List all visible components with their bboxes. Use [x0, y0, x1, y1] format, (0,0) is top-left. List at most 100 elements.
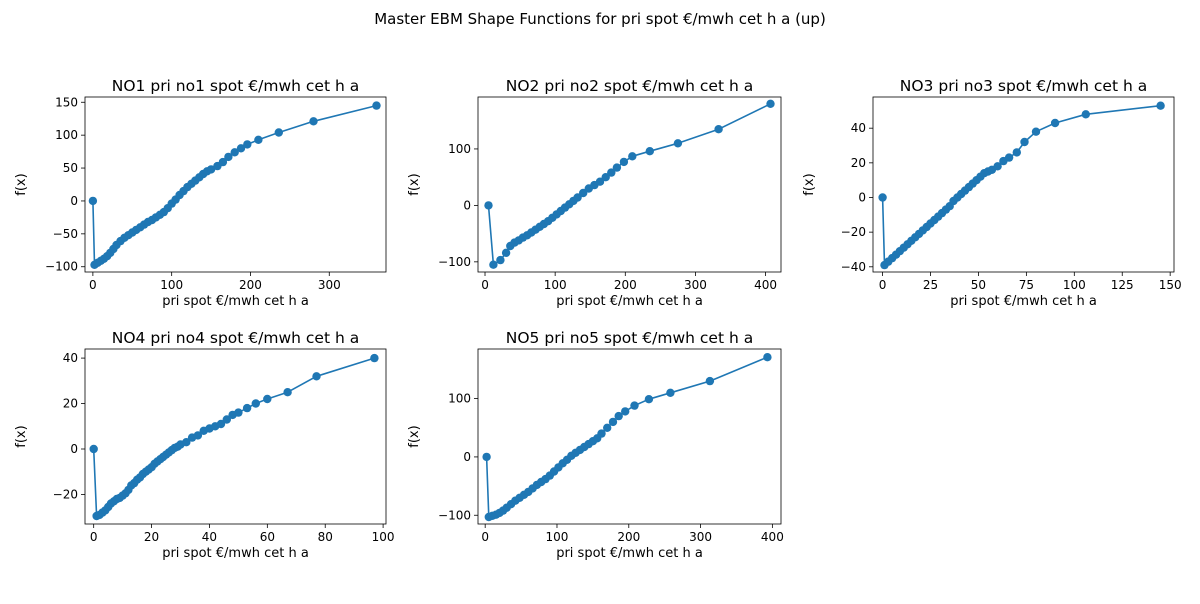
- data-point: [484, 201, 493, 210]
- data-point: [309, 117, 318, 126]
- axes-frame: [84, 348, 387, 525]
- data-point: [621, 407, 630, 416]
- data-point: [1156, 101, 1165, 110]
- data-point: [573, 193, 582, 202]
- x-axis-label: pri spot €/mwh cet h a: [162, 546, 309, 561]
- data-point: [1050, 118, 1060, 128]
- data-point: [612, 163, 622, 172]
- x-axis-label: pri spot €/mwh cet h a: [950, 294, 1097, 309]
- data-point: [608, 417, 618, 427]
- y-tick-label: 50: [63, 161, 78, 175]
- x-tick-label: 20: [144, 530, 159, 544]
- axes-frame: [477, 96, 782, 273]
- y-tick-label: 150: [55, 95, 78, 109]
- data-point: [312, 372, 321, 381]
- data-point: [714, 125, 723, 134]
- data-point: [614, 411, 623, 421]
- data-point: [274, 128, 283, 137]
- x-tick-label: 75: [1019, 278, 1034, 292]
- y-tick-label: −50: [53, 227, 78, 241]
- data-point: [370, 353, 379, 363]
- x-tick-label: 0: [90, 530, 98, 544]
- x-tick-label: 150: [1159, 278, 1182, 292]
- data-point: [628, 152, 637, 161]
- y-tick-label: −100: [45, 260, 78, 274]
- x-axis-label: pri spot €/mwh cet h a: [556, 294, 703, 309]
- y-tick-label: 0: [858, 190, 866, 204]
- data-point: [193, 431, 203, 440]
- subplot-title: NO2 pri no2 spot €/mwh cet h a: [506, 77, 753, 95]
- data-point: [496, 255, 505, 265]
- y-tick-label: −100: [438, 255, 471, 269]
- data-point: [607, 168, 616, 177]
- figure-suptitle: Master EBM Shape Functions for pri spot …: [374, 10, 826, 28]
- x-tick-label: 80: [318, 530, 333, 544]
- y-tick-label: −40: [841, 260, 866, 274]
- x-tick-label: 200: [617, 530, 640, 544]
- data-point: [597, 429, 606, 438]
- data-point: [372, 101, 381, 110]
- data-point: [595, 177, 605, 186]
- x-tick-label: 25: [923, 278, 938, 292]
- data-point: [705, 376, 715, 386]
- data-point: [1081, 110, 1091, 119]
- x-tick-label: 400: [754, 278, 777, 292]
- data-point: [673, 139, 683, 148]
- subplot-4: 0 20 40 60 80 100 −20 0 20 40 NO4 pri no4 spot €/m…: [14, 329, 395, 561]
- y-tick-label: 0: [70, 194, 78, 208]
- axes-frame: [84, 96, 387, 273]
- data-point: [630, 401, 639, 410]
- subplot-3: 0 25 50 75 100 125 150 −40 −20 0 20 40 NO3 pri no3 s…: [802, 77, 1182, 309]
- data-point: [216, 419, 226, 429]
- x-tick-label: 0: [89, 278, 97, 292]
- data-point: [489, 260, 498, 269]
- y-tick-label: 100: [55, 128, 78, 142]
- data-point: [993, 162, 1002, 171]
- subplot-1: 0 100 200 300 −100 −50 0 50 100 150 NO1 pri no1 sp…: [14, 77, 387, 309]
- y-axis-label: f(x): [407, 173, 422, 195]
- data-point: [645, 147, 654, 156]
- y-axis-label: f(x): [407, 425, 422, 447]
- data-point: [666, 388, 675, 397]
- data-point: [230, 148, 239, 157]
- data-point: [263, 394, 272, 404]
- data-point: [763, 353, 772, 362]
- data-point: [1020, 137, 1029, 147]
- y-tick-label: 20: [63, 397, 78, 411]
- data-point: [254, 135, 263, 144]
- data-point: [501, 248, 511, 257]
- y-tick-label: −20: [841, 225, 866, 239]
- x-tick-label: 300: [684, 278, 707, 292]
- series-line: [881, 104, 1161, 266]
- x-tick-label: 400: [761, 530, 784, 544]
- y-axis-label: f(x): [802, 173, 817, 195]
- x-tick-label: 300: [689, 530, 712, 544]
- subplot-2: 0 100 200 300 400 −100 0 100 NO2 pri no2 spot €/…: [407, 77, 782, 309]
- data-point: [579, 188, 588, 198]
- data-point: [644, 395, 654, 404]
- series-line: [92, 104, 377, 266]
- x-tick-label: 100: [372, 530, 395, 544]
- x-tick-label: 100: [546, 530, 569, 544]
- y-tick-label: −100: [438, 508, 471, 522]
- data-point: [283, 388, 292, 397]
- series-line: [487, 103, 771, 266]
- x-tick-label: 50: [971, 278, 986, 292]
- data-point: [251, 399, 260, 408]
- subplot-5: 0 100 200 300 400 −100 0 100 NO5 pri no5 spot €/…: [407, 329, 784, 561]
- x-tick-label: 300: [318, 278, 341, 292]
- x-tick-label: 40: [202, 530, 217, 544]
- x-tick-label: 0: [481, 278, 489, 292]
- x-tick-label: 0: [879, 278, 887, 292]
- y-tick-label: 0: [463, 450, 471, 464]
- data-point: [1012, 148, 1021, 157]
- data-point: [482, 452, 491, 462]
- y-axis-label: f(x): [14, 173, 29, 195]
- y-tick-label: −20: [53, 487, 78, 501]
- data-point: [601, 173, 610, 182]
- x-axis-label: pri spot €/mwh cet h a: [556, 546, 703, 561]
- y-tick-label: 0: [70, 442, 78, 456]
- y-tick-label: 40: [851, 121, 866, 135]
